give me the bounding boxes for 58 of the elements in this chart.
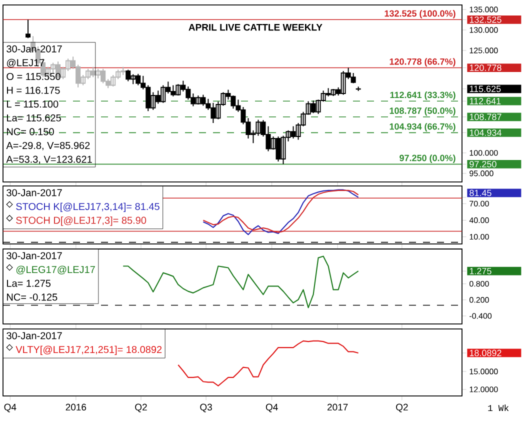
y-tick-label: 70.00 xyxy=(470,200,489,206)
annotation: NC= 0.150 xyxy=(7,128,54,136)
y-tick-label: 1.275 xyxy=(470,268,492,274)
annotation: NC= -0.125 xyxy=(7,294,58,301)
y-tick-label: 112.641 xyxy=(470,98,501,104)
y-tick-label: 115.625 xyxy=(470,86,501,92)
series-label: VLTY[@LEJ17,21,251]= 18.0892 xyxy=(16,346,162,356)
y-tick-label: 100.000 xyxy=(470,150,498,156)
annotation: H = 116.175 xyxy=(7,86,60,94)
x-tick-label: 2017 xyxy=(328,404,348,411)
x-tick-label: Q4 xyxy=(4,404,16,412)
annotation: A=-29.8, V=85.962 xyxy=(6,142,90,150)
annotation: A=53.3, V=123.621 xyxy=(6,156,92,164)
y-tick-label: 0.800 xyxy=(470,280,489,287)
y-tick-label: 12.0000 xyxy=(470,386,498,392)
x-tick-label: Q2 xyxy=(135,404,147,412)
y-tick-label: 120.778 xyxy=(470,64,502,71)
y-tick-label: 10.00 xyxy=(470,234,489,240)
x-tick-label: Q3 xyxy=(200,404,212,412)
y-tick-label: 0.200 xyxy=(470,297,489,303)
candlestick xyxy=(26,19,31,39)
x-tick-label: Q4 xyxy=(266,404,278,412)
annotation: @LEJ17 xyxy=(6,58,44,68)
x-tick-label: Q2 xyxy=(396,404,408,412)
ref-line-label: 104.934 (66.7%) xyxy=(390,123,456,132)
y-tick-label: 95.000 xyxy=(470,170,494,176)
y-tick-label: 135.000 xyxy=(470,6,498,12)
annotation: La= 115.625 xyxy=(7,114,61,122)
annotation: La= 1.275 xyxy=(7,280,51,287)
y-tick-label: 132.525 xyxy=(470,16,502,23)
text: @LEG17@LEJ17 xyxy=(16,266,95,274)
annotation: 30-Jan-2017 xyxy=(6,332,62,340)
x-axis-title: 1 Wk xyxy=(488,404,509,412)
y-tick-label: 18.0892 xyxy=(470,350,502,356)
ref-line-label: 120.778 (66.7%) xyxy=(390,58,456,67)
y-tick-label: 15.0000 xyxy=(470,368,498,374)
x-tick-label: 2016 xyxy=(66,404,86,411)
text: STOCH D[@LEJ17,3]= 85.90 xyxy=(16,216,146,226)
annotation: 30-Jan-2017 xyxy=(6,189,62,196)
text: STOCH K[@LEJ17,3,14]= 81.45 xyxy=(16,202,160,212)
ref-line-label: 112.641 (33.3%) xyxy=(390,92,456,100)
ref-line-label: 97.250 (0.0%) xyxy=(400,154,456,163)
text: APRIL LIVE CATTLE WEEKLY xyxy=(188,24,322,31)
annotation: O = 115.550 xyxy=(6,72,60,80)
annotation: 30-Jan-2017 xyxy=(6,252,62,260)
candlestick xyxy=(356,86,361,92)
y-tick-label: 108.787 xyxy=(470,114,502,120)
y-tick-label: 81.45 xyxy=(470,190,492,196)
ref-line-label: 108.787 (50.0%) xyxy=(390,107,456,116)
y-tick-label: -0.400 xyxy=(470,313,492,319)
y-tick-label: 125.000 xyxy=(470,48,498,54)
annotation: 30-Jan-2017 xyxy=(6,45,62,52)
y-tick-label: 40.00 xyxy=(469,217,489,224)
y-tick-label: 97.250 xyxy=(470,160,496,168)
annotation: L = 115.100 xyxy=(7,100,58,108)
y-tick-label: 104.934 xyxy=(470,129,502,136)
ref-line-label: 132.525 (100.0%) xyxy=(384,10,456,18)
y-tick-label: 130.000 xyxy=(470,27,498,33)
